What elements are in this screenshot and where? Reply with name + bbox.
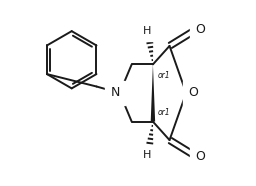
Text: O: O bbox=[195, 23, 205, 36]
Polygon shape bbox=[151, 64, 155, 122]
Text: or1: or1 bbox=[157, 71, 170, 80]
Text: H: H bbox=[143, 26, 152, 36]
Text: N: N bbox=[110, 86, 120, 100]
Text: O: O bbox=[195, 150, 205, 163]
Text: H: H bbox=[143, 150, 152, 160]
Text: O: O bbox=[188, 86, 198, 100]
Text: or1: or1 bbox=[157, 108, 170, 117]
